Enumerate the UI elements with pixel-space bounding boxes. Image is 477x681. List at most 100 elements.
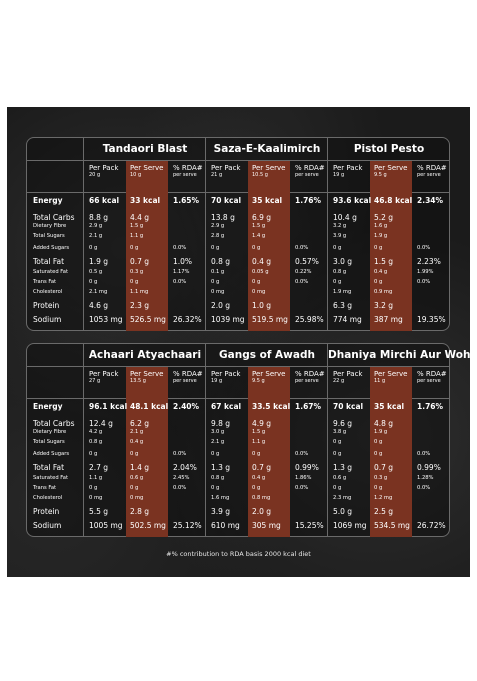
value-cholesterol: 0 mg [252,289,266,295]
value-total-carbs: 4.4 g [130,213,150,222]
per-serve-label: Per Serve [374,370,408,378]
rda-label: % RDA# [295,370,325,378]
value-protein: 2.8 g [130,507,150,516]
rda-sublabel: per serve [295,172,319,178]
col-header-per-pack: Per Pack 19 g [333,164,362,179]
value-total-fat: 0.7 g [130,257,150,266]
rda-sublabel: per serve [417,378,441,384]
value-dietary-fibre: 1.5 g [252,429,266,435]
value-protein: 6.3 g [333,301,353,310]
column-divider [83,344,84,536]
rda-label: % RDA# [417,164,447,172]
value-cholesterol: 1.1 mg [130,289,149,295]
value-total-fat: 1.9 g [89,257,109,266]
value-trans-fat: 0 g [130,485,139,491]
value-dietary-fibre: 3.2 g [333,223,347,229]
rda-label: % RDA# [173,370,203,378]
value-energy: 93.6 kcal [333,196,372,205]
row-label-sodium: Sodium [33,521,62,530]
rda-label: % RDA# [417,370,447,378]
row-label-trans-fat: Trans Fat [33,485,57,491]
serve-size: 10.5 g [252,172,268,178]
value-energy: 1.65% [173,196,200,205]
value-energy: 35 kcal [252,196,283,205]
value-total-carbs: 10.4 g [333,213,357,222]
per-serve-highlight [248,367,290,537]
value-dietary-fibre: 2.1 g [130,429,144,435]
col-header-rda: % RDA# per serve [417,164,447,179]
value-energy: 1.76% [295,196,322,205]
value-dietary-fibre: 2.9 g [211,223,225,229]
pack-size: 19 g [333,172,345,178]
header-divider [27,398,449,399]
value-saturated-fat: 0.6 g [130,475,144,481]
pack-size: 27 g [89,378,101,384]
value-energy: 33.5 kcal [252,402,291,411]
value-energy: 70 kcal [333,402,364,411]
value-energy: 33 kcal [130,196,161,205]
row-label-dietary-fibre: Dietary Fibre [33,223,67,229]
value-added-sugars: 0 g [252,451,261,457]
per-pack-label: Per Pack [89,370,119,378]
row-label-cholesterol: Cholesterol [33,289,63,295]
value-trans-fat: 0 g [252,279,261,285]
value-cholesterol: 2.3 mg [333,495,352,501]
value-total-carbs: 4.9 g [252,419,272,428]
value-total-sugars: 0.4 g [130,439,144,445]
per-serve-highlight [370,367,412,537]
value-added-sugars: 0.0% [173,245,187,251]
row-label-protein: Protein [33,301,60,310]
value-total-carbs: 6.2 g [130,419,150,428]
value-total-carbs: 13.8 g [211,213,235,222]
value-trans-fat: 0 g [333,279,342,285]
value-sodium: 526.5 mg [130,315,166,324]
value-energy: 48.1 kcal [130,402,169,411]
value-dietary-fibre: 1.6 g [374,223,388,229]
value-protein: 4.6 g [89,301,109,310]
per-pack-label: Per Pack [211,370,241,378]
per-pack-label: Per Pack [333,164,363,172]
col-header-per-serve: Per Serve 9.5 g [374,164,407,179]
value-dietary-fibre: 2.9 g [89,223,103,229]
row-label-trans-fat: Trans Fat [33,279,57,285]
value-trans-fat: 0 g [89,485,98,491]
value-trans-fat: 0 g [333,485,342,491]
value-saturated-fat: 1.86% [295,475,312,481]
value-protein: 3.2 g [374,301,394,310]
value-total-sugars: 2.1 g [89,233,103,239]
pack-size: 21 g [211,172,223,178]
value-trans-fat: 0 g [130,279,139,285]
header-divider [27,160,449,161]
value-total-fat: 1.0% [173,257,193,266]
value-protein: 2.5 g [374,507,394,516]
value-sodium: 534.5 mg [374,521,410,530]
pack-size: 19 g [211,378,223,384]
product-name: Achaari Atyachaari [88,349,202,361]
value-sodium: 610 mg [211,521,240,530]
value-sodium: 15.25% [295,521,324,530]
value-added-sugars: 0 g [130,245,139,251]
per-pack-label: Per Pack [333,370,363,378]
col-header-rda: % RDA# per serve [173,164,203,179]
value-dietary-fibre: 1.5 g [130,223,144,229]
column-divider [327,138,328,330]
header-divider [27,192,449,193]
value-cholesterol: 0 mg [89,495,103,501]
value-added-sugars: 0 g [374,245,383,251]
value-sodium: 305 mg [252,521,281,530]
value-energy: 70 kcal [211,196,242,205]
value-cholesterol: 0 mg [211,289,225,295]
value-protein: 2.3 g [130,301,150,310]
col-header-per-serve: Per Serve 10 g [130,164,163,179]
value-trans-fat: 0 g [89,279,98,285]
rda-footnote: #% contribution to RDA basis 2000 kcal d… [166,550,311,558]
col-header-per-pack: Per Pack 19 g [211,370,240,385]
value-trans-fat: 0.0% [295,485,309,491]
value-energy: 66 kcal [89,196,120,205]
value-total-carbs: 8.8 g [89,213,109,222]
value-total-fat: 2.23% [417,257,441,266]
row-label-added-sugars: Added Sugars [33,245,70,251]
value-saturated-fat: 0.1 g [211,269,225,275]
value-total-fat: 2.04% [173,463,197,472]
value-total-fat: 1.5 g [374,257,394,266]
